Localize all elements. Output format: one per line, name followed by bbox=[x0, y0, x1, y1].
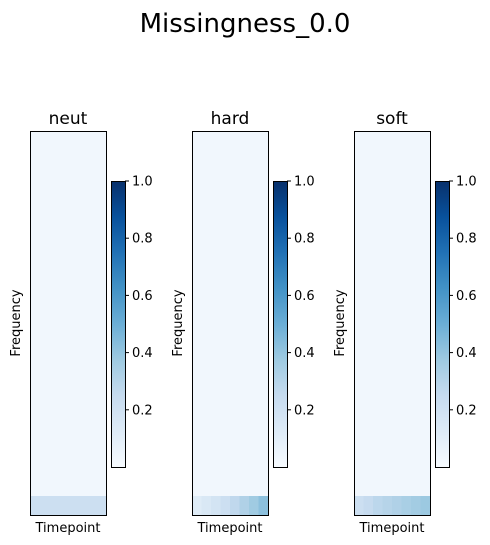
colorbar-frame bbox=[273, 181, 288, 468]
heatmap-cell bbox=[382, 496, 393, 515]
colorbar-frame bbox=[435, 181, 450, 468]
heatmap-background bbox=[354, 131, 430, 515]
colorbar-tick-label: 0.6 bbox=[456, 289, 477, 304]
heatmap-cell bbox=[58, 496, 69, 515]
colorbar-frame bbox=[111, 181, 126, 468]
colorbar bbox=[111, 181, 125, 467]
heatmap-cell bbox=[68, 496, 78, 515]
heatmap-cell bbox=[239, 496, 250, 515]
heatmap-cell bbox=[96, 496, 107, 515]
heatmap-cell bbox=[230, 496, 240, 515]
heatmap-cell bbox=[354, 496, 364, 515]
figure-title: Missingness_0.0 bbox=[140, 9, 351, 39]
colorbar-tick-label: 0.6 bbox=[294, 289, 315, 304]
panel-neut: neut Timepoint Frequency 1.0 0.8 0.6 0.4 0.2 bbox=[9, 109, 153, 536]
colorbar bbox=[273, 181, 287, 467]
y-axis-label: Frequency bbox=[333, 289, 348, 356]
colorbar-tick-label: 0.8 bbox=[132, 232, 153, 247]
y-axis-label: Frequency bbox=[9, 289, 24, 356]
heatmap-cell bbox=[87, 496, 97, 515]
colorbar-tick-label: 1.0 bbox=[294, 175, 315, 190]
heatmap-cell bbox=[192, 496, 202, 515]
x-axis-label: Timepoint bbox=[197, 521, 263, 536]
heatmap-cell bbox=[77, 496, 88, 515]
heatmap-cell bbox=[363, 496, 374, 515]
heatmap-cell bbox=[49, 496, 59, 515]
heatmap-frame bbox=[30, 131, 107, 516]
panel-title: neut bbox=[49, 109, 88, 129]
colorbar-tick-label: 0.8 bbox=[456, 232, 477, 247]
panel-title: soft bbox=[376, 109, 408, 129]
colorbar-tick-label: 0.4 bbox=[294, 346, 315, 361]
panels: neutTimepointFrequency1.00.80.60.40.2har… bbox=[9, 109, 477, 536]
heatmap-cell bbox=[420, 496, 431, 515]
heatmap-cell bbox=[30, 496, 40, 515]
colorbar-tick-label: 0.2 bbox=[294, 403, 315, 418]
heatmap-cell bbox=[258, 496, 269, 515]
colorbar-tick-label: 0.4 bbox=[456, 346, 477, 361]
heatmap-cell bbox=[411, 496, 421, 515]
heatmap-cell bbox=[373, 496, 383, 515]
heatmap-background bbox=[192, 131, 268, 515]
heatmap-frame bbox=[192, 131, 269, 516]
panel-hard: hard Timepoint Frequency 1.0 0.8 0.6 0.4 0.2 bbox=[171, 109, 315, 536]
heatmap-frame bbox=[354, 131, 431, 516]
colorbar-tick-label: 0.8 bbox=[294, 232, 315, 247]
colorbar-tick-label: 0.4 bbox=[132, 346, 153, 361]
heatmap-background bbox=[30, 131, 106, 515]
colorbar-tick-label: 1.0 bbox=[132, 175, 153, 190]
y-axis-label: Frequency bbox=[171, 289, 186, 356]
heatmap-cell bbox=[39, 496, 50, 515]
colorbar bbox=[435, 181, 449, 467]
colorbar-tick-label: 0.6 bbox=[132, 289, 153, 304]
heatmap-cell bbox=[211, 496, 221, 515]
colorbar-tick-label: 1.0 bbox=[456, 175, 477, 190]
heatmap-cell bbox=[249, 496, 259, 515]
colorbar-tick-label: 0.2 bbox=[132, 403, 153, 418]
panel-title: hard bbox=[211, 109, 250, 129]
heatmap-cell bbox=[401, 496, 412, 515]
colorbar-tick-label: 0.2 bbox=[456, 403, 477, 418]
heatmap-cell bbox=[392, 496, 402, 515]
x-axis-label: Timepoint bbox=[359, 521, 425, 536]
heatmap-cell bbox=[220, 496, 231, 515]
x-axis-label: Timepoint bbox=[35, 521, 101, 536]
heatmap-cell bbox=[201, 496, 212, 515]
panel-soft: soft Timepoint Frequency 1.0 0.8 0.6 0.4 0.2 bbox=[333, 109, 477, 536]
